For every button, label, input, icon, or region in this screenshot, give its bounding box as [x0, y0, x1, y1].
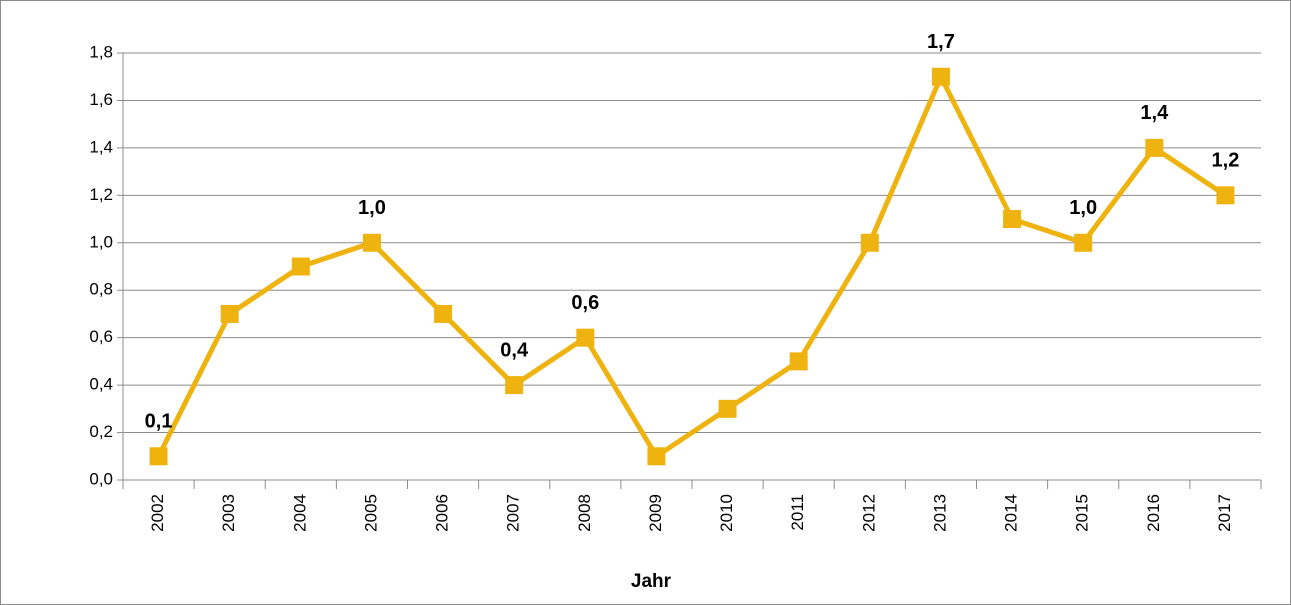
- marker: [647, 447, 666, 466]
- y-tick-label: 0,0: [89, 469, 113, 488]
- data-label: 1,7: [927, 31, 955, 53]
- data-label: 1,0: [1069, 197, 1097, 219]
- x-tick-label: 2017: [1215, 494, 1234, 532]
- y-tick-label: 1,0: [89, 232, 113, 251]
- y-tick-label: 0,6: [89, 327, 113, 346]
- marker: [1003, 210, 1022, 229]
- data-label: 0,4: [500, 339, 529, 361]
- y-tick-label: 1,8: [89, 42, 113, 61]
- marker: [362, 233, 381, 252]
- data-label: 0,6: [571, 292, 599, 314]
- y-tick-label: 0,4: [89, 375, 113, 394]
- x-tick-label: 2005: [361, 494, 380, 532]
- marker: [1145, 138, 1164, 157]
- x-tick-label: 2008: [575, 494, 594, 532]
- marker: [291, 257, 310, 276]
- x-axis-label: Jahr: [631, 571, 672, 592]
- x-tick-label: 2006: [433, 494, 452, 532]
- data-label: 0,1: [145, 411, 173, 433]
- x-tick-label: 2007: [504, 494, 523, 532]
- marker: [220, 304, 239, 323]
- x-tick-label: 2012: [859, 494, 878, 532]
- y-tick-label: 0,8: [89, 280, 113, 299]
- marker: [434, 304, 453, 323]
- marker: [931, 67, 950, 86]
- data-label: 1,2: [1212, 150, 1240, 172]
- x-tick-label: 2009: [646, 494, 665, 532]
- marker: [718, 399, 737, 418]
- marker: [149, 447, 168, 466]
- x-tick-label: 2013: [930, 494, 949, 532]
- x-tick-label: 2004: [290, 494, 309, 532]
- marker: [789, 352, 808, 371]
- x-tick-label: 2015: [1073, 494, 1092, 532]
- data-label: 1,0: [358, 197, 386, 219]
- x-tick-label: 2014: [1002, 494, 1021, 532]
- x-tick-label: 2003: [219, 494, 238, 532]
- marker: [860, 233, 879, 252]
- marker: [1074, 233, 1093, 252]
- x-tick-label: 2011: [788, 494, 807, 531]
- y-tick-label: 1,2: [89, 185, 113, 204]
- y-tick-label: 1,6: [89, 90, 113, 109]
- x-tick-label: 2010: [717, 494, 736, 532]
- y-tick-label: 1,4: [89, 137, 113, 156]
- marker: [505, 376, 524, 395]
- data-label: 1,4: [1140, 102, 1169, 124]
- line: [156, 74, 1227, 459]
- y-tick-label: 0,2: [89, 422, 113, 441]
- marker: [1216, 186, 1235, 205]
- x-tick-label: 2016: [1144, 494, 1163, 532]
- marker: [576, 328, 595, 347]
- x-tick-label: 2002: [148, 494, 167, 532]
